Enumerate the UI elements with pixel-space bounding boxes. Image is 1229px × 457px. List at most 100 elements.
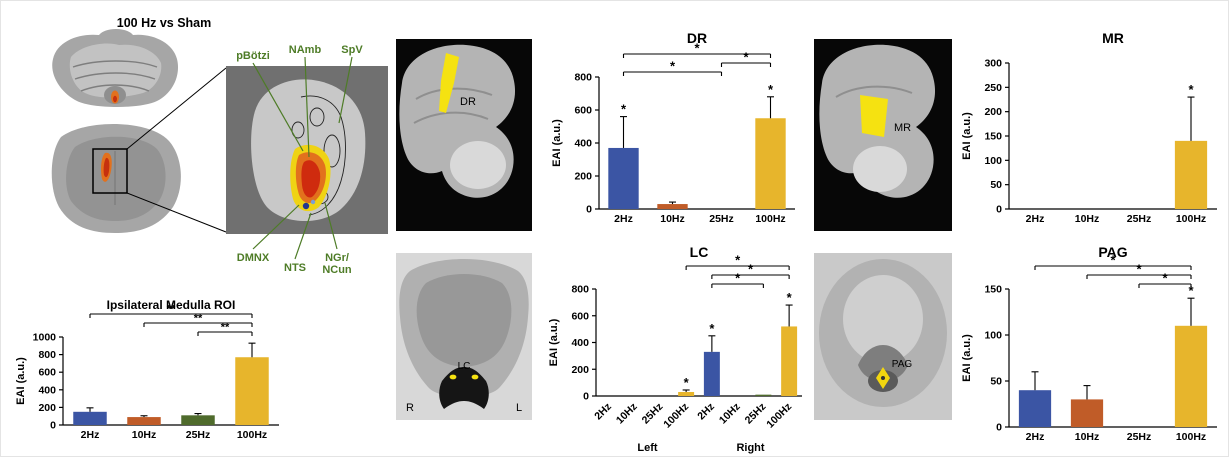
bar-100Hz-3 — [678, 391, 695, 396]
sig-bracket-label: * — [694, 41, 700, 56]
mr-region-label: MR — [894, 122, 911, 134]
bar-10Hz-1 — [657, 204, 688, 209]
chart-pag: PAG EAI (a.u.) 0 50 100 150 2Hz 10Hz 25Hz 100Hz * *… — [959, 243, 1223, 453]
bar-100Hz-3 — [755, 118, 786, 209]
activation-streak-red — [103, 157, 110, 178]
x-tick-label: 25Hz — [1127, 213, 1152, 225]
chart-title: PAG — [1098, 244, 1127, 260]
axial-inner — [66, 136, 166, 221]
lc-highlight-left — [471, 374, 479, 380]
bar-2Hz-0 — [73, 411, 107, 425]
label-pbotzi: pBötzi — [236, 50, 270, 62]
y-tick-label: 400 — [571, 337, 589, 349]
inner-tissue — [416, 274, 512, 367]
activation-lightblue — [310, 199, 316, 205]
y-tick-label: 0 — [586, 204, 592, 216]
chart-title: Ipsilateral Medulla ROI — [107, 298, 236, 312]
y-tick-label: 150 — [984, 284, 1002, 296]
sig-star: * — [768, 82, 774, 97]
y-axis-label: EAI (a.u.) — [961, 112, 973, 160]
y-tick-label: 600 — [571, 310, 589, 322]
y-tick-label: 800 — [571, 284, 589, 296]
nucleus-outline — [323, 134, 341, 168]
x-tick-label: 25Hz — [1127, 431, 1152, 443]
activation-spot-red — [113, 95, 117, 103]
x-tick-label: 100Hz — [1176, 213, 1206, 225]
chart-medulla: Ipsilateral Medulla ROI EAI (a.u.) 0 200 400… — [13, 295, 285, 451]
tissue-fold — [835, 85, 913, 98]
y-tick-label: 0 — [996, 204, 1002, 216]
sig-bracket-label: * — [735, 253, 741, 268]
x-tick-label: 2Hz — [1026, 213, 1045, 225]
sig-star: * — [1188, 82, 1194, 97]
y-tick-label: 400 — [38, 384, 56, 396]
bar-100Hz-7 — [781, 326, 798, 396]
activation-red — [301, 160, 321, 198]
anatomy-labels: pBötzi NAmb SpV DMNX NTS NGr/ NCun — [236, 44, 363, 276]
x-tick-label: 100Hz — [1176, 431, 1206, 443]
chart-mr: MR EAI (a.u.) 0 50 100 150 200 250 300 2Hz 10Hz 25H… — [959, 29, 1223, 235]
x-tick-label: 10Hz — [614, 401, 640, 427]
sig-bracket-label: ** — [194, 313, 203, 325]
bar-100Hz-3 — [235, 357, 269, 425]
chart-lc: LC EAI (a.u.) 0 200 400 600 800 2Hz 10Hz 25Hz 100H… — [546, 243, 808, 456]
bar-10Hz-1 — [127, 417, 161, 425]
zoom-connector-bottom — [126, 192, 227, 233]
x-tick-label: 25Hz — [186, 429, 211, 441]
pons — [853, 146, 907, 192]
x-tick-label: 10Hz — [132, 429, 157, 441]
lc-highlight-right — [449, 374, 457, 380]
y-tick-label: 100 — [984, 330, 1002, 342]
sig-bracket-label: * — [670, 59, 676, 74]
label-spv: SpV — [341, 44, 363, 56]
y-tick-label: 50 — [990, 179, 1002, 191]
x-tick-label: 2Hz — [695, 401, 717, 423]
bar-2Hz-0 — [1018, 390, 1052, 427]
label-leader-lines — [252, 56, 353, 260]
aqueduct — [881, 376, 885, 380]
sig-bracket-label: * — [735, 271, 741, 286]
y-axis-label: EAI (a.u.) — [551, 119, 563, 167]
mr-highlight — [860, 95, 888, 137]
x-tick-label: 100Hz — [764, 401, 794, 431]
bar-10Hz-1 — [1070, 399, 1104, 427]
y-axis-label: EAI (a.u.) — [548, 318, 560, 366]
y-tick-label: 200 — [984, 106, 1002, 118]
dr-region-label: DR — [460, 96, 476, 108]
dr-highlight — [439, 53, 459, 113]
left-anatomy-composite: 100 Hz vs Sham — [51, 16, 388, 276]
bar-25Hz-6 — [755, 394, 772, 396]
y-tick-label: 250 — [984, 82, 1002, 94]
mri-panel-dr: DR — [396, 39, 532, 231]
pag-region-label: PAG — [892, 359, 913, 370]
right-side-marker: R — [406, 402, 414, 414]
medulla-inset — [226, 66, 388, 234]
folia-line — [80, 84, 150, 92]
sig-star: * — [621, 102, 627, 117]
bar-2Hz-0 — [608, 147, 639, 209]
mri-panel-mr: MR — [814, 39, 952, 231]
bar-100Hz-3 — [1174, 325, 1208, 427]
y-tick-label: 400 — [574, 138, 592, 150]
sig-bracket-label: ** — [221, 322, 230, 334]
label-nts: NTS — [284, 262, 306, 274]
y-tick-label: 200 — [571, 364, 589, 376]
sig-star: * — [709, 321, 715, 336]
chart-svg-medulla: Ipsilateral Medulla ROI EAI (a.u.) 0 200 400… — [15, 298, 279, 441]
sig-bracket-label: * — [1110, 253, 1116, 268]
left-side-marker: L — [516, 402, 522, 414]
x-tick-label: 2Hz — [614, 213, 633, 225]
sig-star: * — [684, 375, 690, 390]
label-ncun: NCun — [322, 264, 352, 276]
y-tick-label: 1000 — [33, 332, 57, 344]
y-tick-label: 0 — [996, 422, 1002, 434]
chart-svg-pag: PAG EAI (a.u.) 0 50 100 150 2Hz 10Hz 25Hz 100Hz * *… — [961, 244, 1217, 443]
tissue-fold — [413, 111, 489, 124]
group-label-Right: Right — [736, 442, 764, 454]
folia-line — [74, 72, 156, 80]
folia-line — [72, 60, 158, 68]
bar-100Hz-3 — [1174, 140, 1208, 209]
zoom-connector-top — [126, 67, 227, 150]
sig-bracket-label: * — [743, 50, 749, 65]
